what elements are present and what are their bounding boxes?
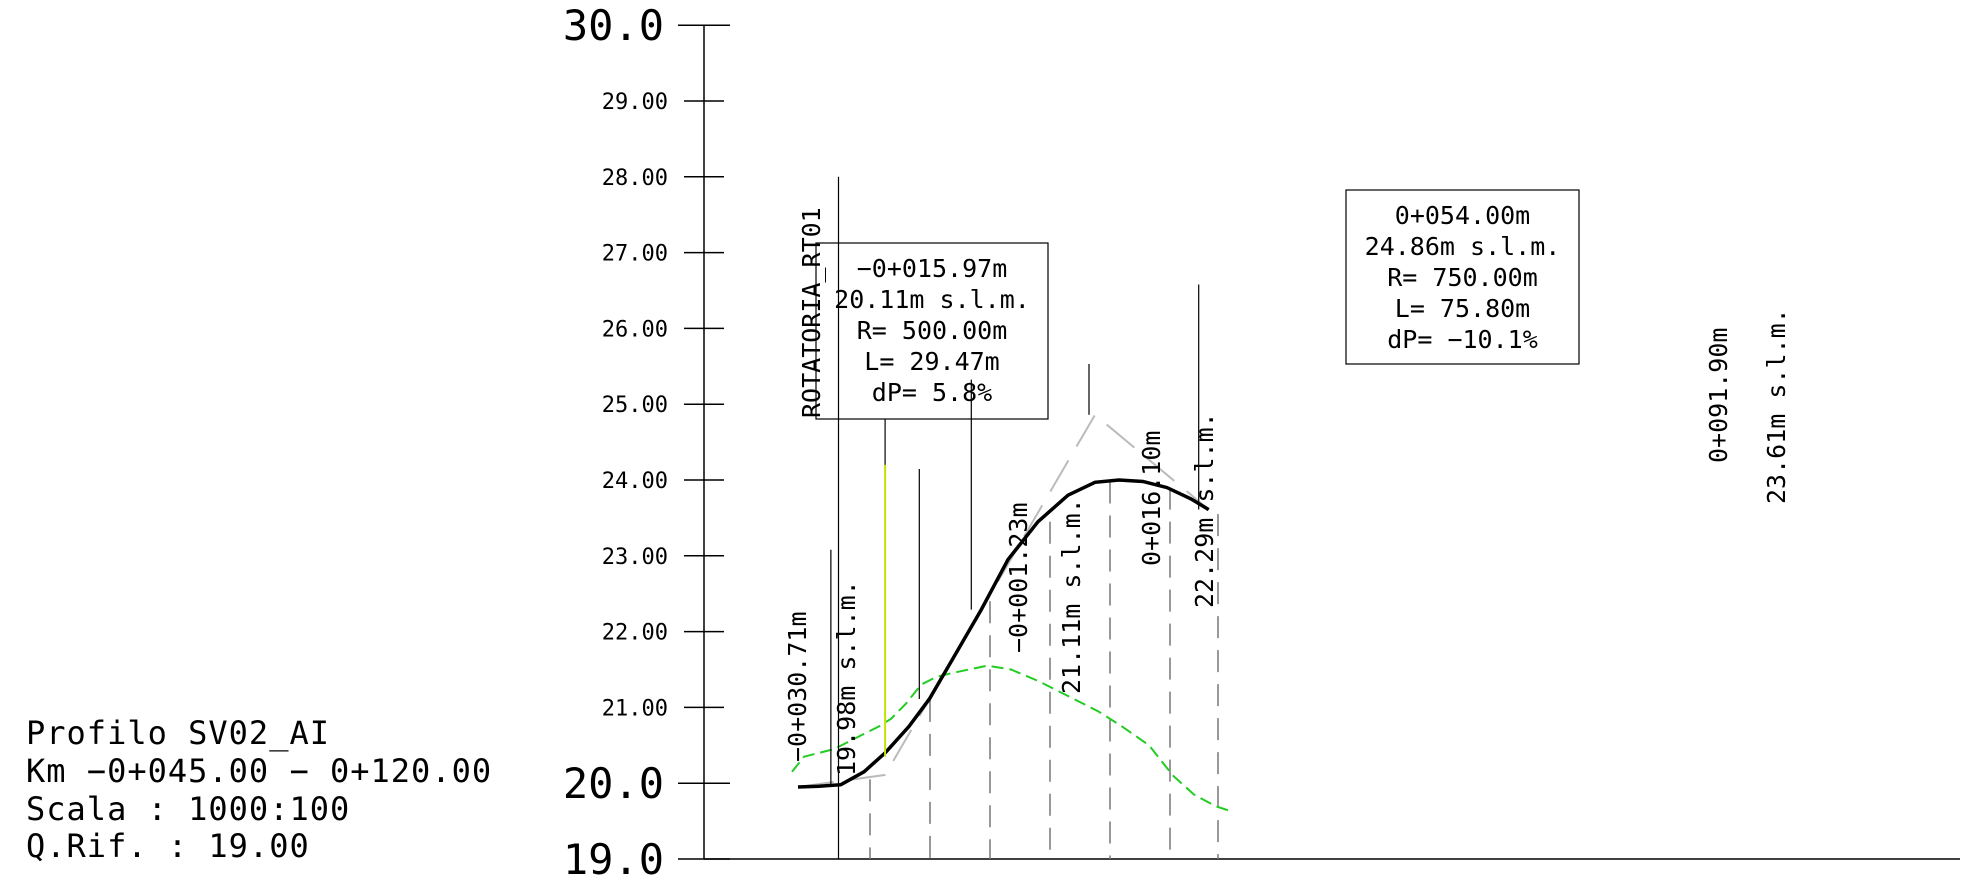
point-station-label: 0+016.10m <box>1137 431 1166 566</box>
vertical-curve-2-text: L= 75.80m <box>1395 294 1530 323</box>
vertical-curve-1-text: −0+015.97m <box>857 254 1008 283</box>
terrain-line <box>791 664 1234 813</box>
point-markers <box>830 176 1200 859</box>
vertical-curve-2-box <box>1345 189 1580 365</box>
axis-tick-label: 19.0 <box>563 835 664 876</box>
point-station-label: −0+001.23m <box>1004 502 1033 653</box>
vertical-curve-1-text: 20.11m s.l.m. <box>834 285 1030 314</box>
profile-km-range: Km −0+045.00 − 0+120.00 <box>26 752 492 790</box>
vertical-curve-1-text: dP= 5.8% <box>872 378 992 407</box>
profile-series <box>791 413 1234 813</box>
point-elevation-label: 21.11m s.l.m. <box>1057 498 1086 694</box>
point-elevation-label: 23.61m s.l.m. <box>1762 308 1791 504</box>
point-station-label: 0+091.90m <box>1704 328 1733 463</box>
elevation-axis: 19.0 20.0 21.00 22.00 23.00 24.00 25.00 26.00 27… <box>563 1 1960 881</box>
vertical-curve-2-text: 24.86m s.l.m. <box>1365 232 1561 261</box>
axis-tick-label: 24.00 <box>602 469 668 494</box>
point-station-label: −0+030.71m <box>783 611 812 762</box>
point-elevation-label: 22.29m s.l.m. <box>1190 412 1219 608</box>
axis-tick-label: 22.00 <box>602 621 668 646</box>
vertical-curve-2-text: dP= −10.1% <box>1387 325 1538 354</box>
vertical-curve-1-text: L= 29.47m <box>864 347 999 376</box>
axis-tick-label: 21.00 <box>602 696 668 721</box>
profile-scale: Scala : 1000:100 <box>26 790 350 828</box>
profile-name: Profilo SV02_AI <box>26 714 330 752</box>
station-dashed-lines <box>869 481 1219 859</box>
axis-tick-label: 27.00 <box>602 242 668 267</box>
axis-tick-label: 30.0 <box>563 1 664 50</box>
vertical-curve-1-text: R= 500.00m <box>857 316 1008 345</box>
axis-tick-label: 23.00 <box>602 545 668 570</box>
vertical-curve-1-box <box>815 242 1049 420</box>
axis-tick-label: 20.0 <box>563 759 664 808</box>
road-profile-line <box>797 413 1210 788</box>
axis-tick-label: 25.00 <box>602 393 668 418</box>
axis-tick-label: 26.00 <box>602 317 668 342</box>
axis-tick-label: 29.00 <box>602 90 668 115</box>
vertical-curve-2-text: R= 750.00m <box>1387 263 1538 292</box>
profile-ref-quota: Q.Rif. : 19.00 <box>26 827 310 865</box>
annotations: −0+030.71m 19.98m s.l.m. −0+001.23m 21.11m … <box>783 189 1791 776</box>
vertical-curve-2-text: 0+054.00m <box>1395 201 1530 230</box>
tangent-polyline <box>797 478 1210 789</box>
point-elevation-label: 19.98m s.l.m. <box>832 580 861 776</box>
axis-tick-label: 28.00 <box>602 166 668 191</box>
